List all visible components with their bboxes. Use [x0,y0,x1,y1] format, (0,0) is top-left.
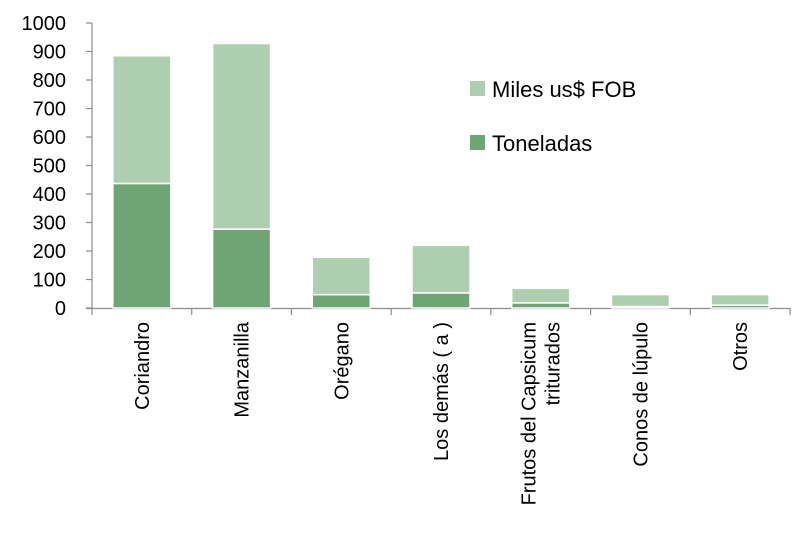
legend-swatch [470,135,485,150]
y-tick-label: 500 [33,156,66,178]
x-category-label: triturados [543,322,565,405]
x-category-label: Otros [730,322,752,371]
y-tick-label: 400 [33,184,66,206]
bar-segment-toneladas [211,228,272,309]
y-tick-label: 1000 [22,13,67,35]
y-tick-label: 600 [33,127,66,149]
bar-segment-toneladas [112,182,172,309]
legend-swatch [470,81,485,96]
x-category-label: Coriandro [132,322,154,410]
bar-segment-toneladas [510,302,571,309]
bar-segment-miles-us-fob [311,256,372,296]
bar-segment-miles-us-fob [610,293,671,308]
x-category-label: Conos de lúpulo [630,322,652,467]
y-tick-label: 800 [33,70,66,92]
legend-label: Miles us$ FOB [492,77,636,102]
bar-segment-miles-us-fob [411,244,471,294]
bar-segment-miles-us-fob [112,55,172,185]
x-category-label: Orégano [331,322,353,400]
bar-segment-miles-us-fob [510,287,571,304]
legend-label: Toneladas [492,131,592,156]
x-category-label: Los demás ( a ) [431,322,453,461]
y-tick-label: 900 [33,42,66,64]
bar-segment-toneladas [411,292,471,309]
y-tick-label: 200 [33,241,66,263]
y-tick-label: 100 [33,270,66,292]
x-category-label: Frutos del Capsicum [519,322,541,505]
y-tick-label: 300 [33,213,66,235]
x-category-label: Manzanilla [232,321,254,417]
bar-segment-miles-us-fob [211,42,272,230]
bar-segment-miles-us-fob [710,293,770,306]
y-tick-label: 700 [33,99,66,121]
bar-segment-toneladas [311,293,372,309]
y-tick-label: 0 [55,298,66,320]
